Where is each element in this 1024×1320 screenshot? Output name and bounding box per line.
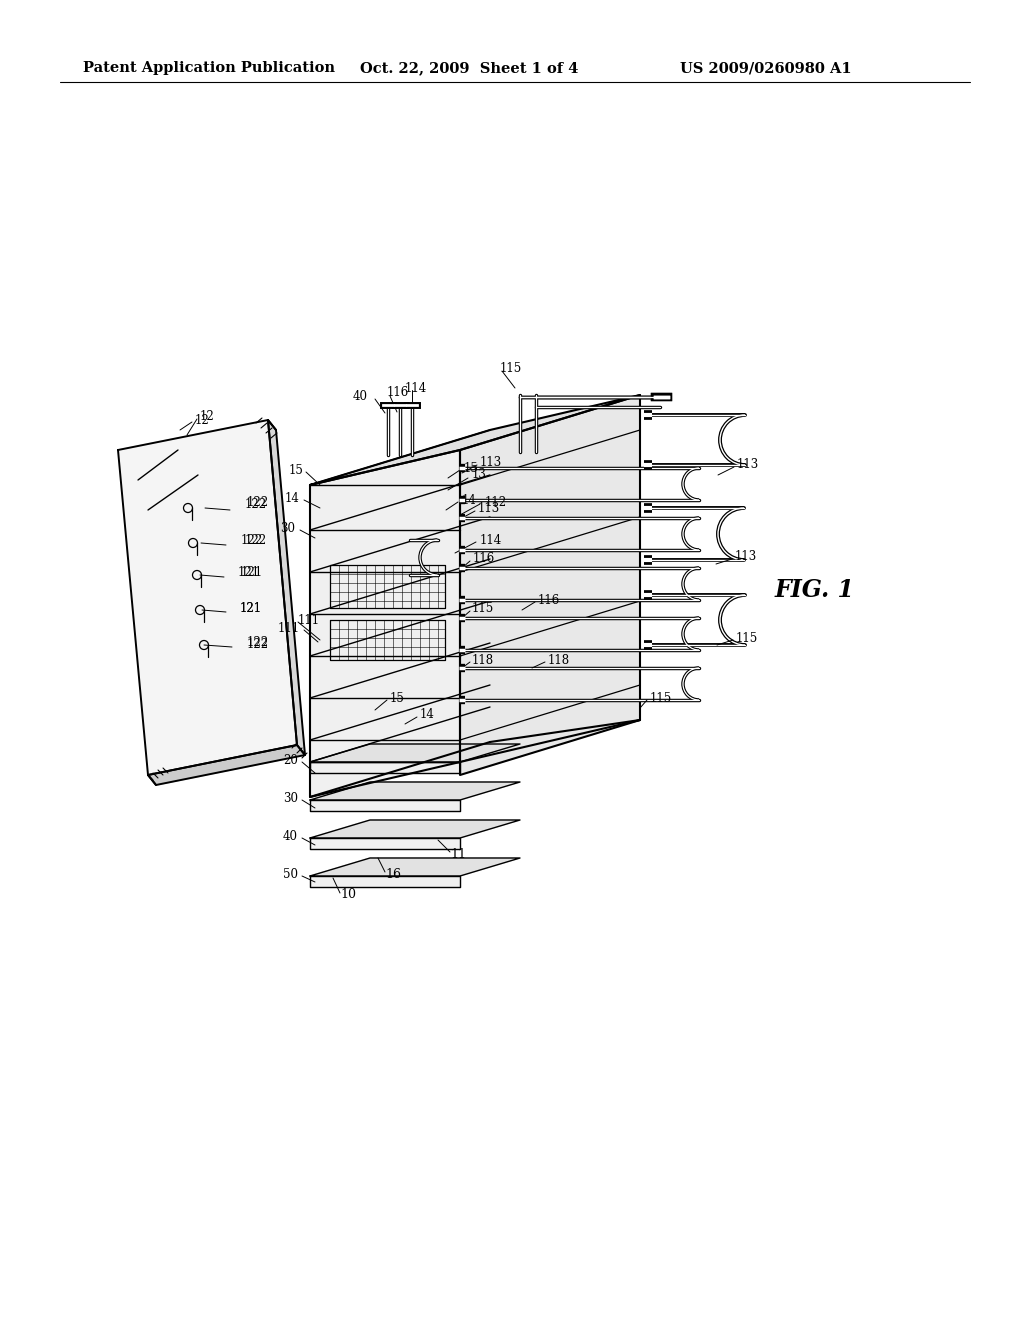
- Text: 12: 12: [195, 413, 210, 426]
- Text: 116: 116: [473, 552, 496, 565]
- Text: 10: 10: [340, 888, 356, 902]
- Text: Oct. 22, 2009  Sheet 1 of 4: Oct. 22, 2009 Sheet 1 of 4: [360, 61, 579, 75]
- Text: 15: 15: [390, 692, 404, 705]
- Text: 122: 122: [245, 533, 267, 546]
- Text: US 2009/0260980 A1: US 2009/0260980 A1: [680, 61, 852, 75]
- Text: 15: 15: [288, 463, 303, 477]
- Text: 14: 14: [420, 709, 435, 722]
- Text: 118: 118: [472, 653, 495, 667]
- Text: 122: 122: [247, 496, 269, 510]
- Text: 113: 113: [735, 550, 758, 564]
- Polygon shape: [310, 762, 460, 774]
- Polygon shape: [460, 395, 640, 775]
- Text: 111: 111: [278, 622, 300, 635]
- Text: 15: 15: [464, 462, 479, 474]
- Text: 115: 115: [472, 602, 495, 615]
- Text: 114: 114: [406, 381, 427, 395]
- Polygon shape: [310, 820, 520, 838]
- Text: 122: 122: [241, 533, 263, 546]
- Text: 121: 121: [240, 602, 262, 615]
- Text: 30: 30: [283, 792, 298, 804]
- Text: 16: 16: [385, 869, 401, 882]
- Text: 13: 13: [472, 469, 486, 482]
- Text: 121: 121: [240, 602, 262, 615]
- Text: Patent Application Publication: Patent Application Publication: [83, 61, 335, 75]
- Text: 14: 14: [462, 494, 477, 507]
- Text: 116: 116: [538, 594, 560, 606]
- Text: 113: 113: [478, 502, 501, 515]
- Text: 114: 114: [480, 533, 502, 546]
- Text: 121: 121: [238, 565, 260, 578]
- Polygon shape: [310, 800, 460, 810]
- Text: 122: 122: [247, 636, 269, 649]
- Polygon shape: [310, 858, 520, 876]
- Text: FIG. 1: FIG. 1: [775, 578, 855, 602]
- Polygon shape: [268, 420, 305, 755]
- Text: 40: 40: [353, 391, 368, 404]
- Text: 113: 113: [737, 458, 759, 471]
- Polygon shape: [148, 744, 305, 785]
- Polygon shape: [310, 781, 520, 800]
- Text: 40: 40: [283, 829, 298, 842]
- Text: 111: 111: [298, 614, 321, 627]
- Text: 116: 116: [387, 387, 410, 400]
- Text: 115: 115: [650, 692, 672, 705]
- Text: 113: 113: [480, 455, 502, 469]
- Text: 50: 50: [283, 867, 298, 880]
- Polygon shape: [310, 450, 460, 797]
- Text: 14: 14: [285, 491, 300, 504]
- Text: 11: 11: [450, 849, 466, 862]
- Text: 122: 122: [245, 499, 267, 511]
- Polygon shape: [310, 838, 460, 849]
- Polygon shape: [310, 876, 460, 887]
- Text: 112: 112: [485, 495, 507, 508]
- Text: 30: 30: [280, 521, 295, 535]
- Polygon shape: [310, 395, 640, 484]
- Text: 121: 121: [241, 565, 263, 578]
- Polygon shape: [118, 420, 297, 775]
- Text: 12: 12: [200, 409, 215, 422]
- Text: 122: 122: [247, 639, 269, 652]
- Text: 115: 115: [500, 362, 522, 375]
- Polygon shape: [310, 744, 520, 762]
- Text: 20: 20: [283, 754, 298, 767]
- Text: 118: 118: [548, 653, 570, 667]
- Text: 115: 115: [736, 631, 758, 644]
